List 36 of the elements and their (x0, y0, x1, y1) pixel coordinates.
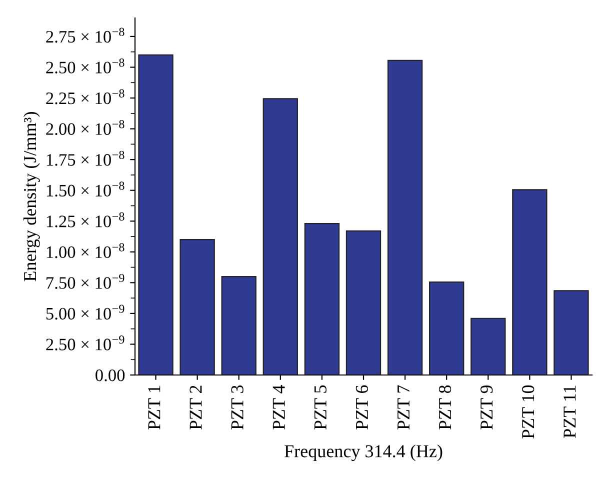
x-tick-label: PZT 11 (564, 386, 576, 438)
y-tick-label: 5.00 × 10$^{−9}$ (46, 304, 124, 320)
bar (387, 60, 423, 375)
bar (512, 189, 548, 375)
bar (262, 98, 298, 375)
y-tick-label: 1.75 × 10$^{−8}$ (46, 150, 124, 166)
bar (304, 223, 340, 375)
y-tick-label: 2.50 × 10$^{−8}$ (46, 58, 124, 74)
x-tick-label: PZT 9 (480, 385, 493, 430)
y-tick-label: 2.50 × 10$^{−9}$ (46, 335, 124, 350)
bar (429, 282, 464, 375)
x-tick-label: PZT 2 (190, 386, 202, 430)
bar (221, 276, 256, 375)
y-tick-label: 2.00 × 10$^{−8}$ (46, 120, 124, 136)
x-tick-label: PZT 6 (356, 385, 368, 430)
x-tick-label: PZT 3 (231, 385, 244, 430)
y-tick-label: 1.00 × 10$^{−8}$ (46, 243, 124, 258)
x-tick-label: PZT 7 (398, 385, 410, 430)
bar (346, 230, 382, 375)
bar (470, 318, 506, 375)
bar (554, 290, 589, 375)
x-tick-label: PZT 10 (522, 385, 534, 439)
x-tick-label: PZT 4 (272, 385, 285, 430)
y-tick-label: 0.00 (96, 369, 125, 382)
bar (138, 54, 174, 375)
x-tick-label: PZT 5 (314, 385, 326, 430)
x-axis-title: Frequency 314.4 (Hz) (284, 444, 442, 462)
y-tick-label: 1.50 × 10$^{−8}$ (46, 182, 124, 197)
bar (180, 239, 215, 375)
x-tick-label: PZT 8 (438, 385, 452, 430)
y-tick-label: 1.25 × 10$^{−8}$ (46, 212, 124, 228)
y-tick-label: 2.25 × 10$^{−8}$ (46, 89, 124, 104)
y-tick-label: 2.75 × 10$^{−8}$ (46, 28, 124, 43)
y-axis-title: Energy density (J/mm³) (23, 112, 40, 282)
y-tick-label: 7.50 × 10$^{−9}$ (46, 274, 124, 289)
x-tick-label: PZT 1 (148, 386, 160, 430)
